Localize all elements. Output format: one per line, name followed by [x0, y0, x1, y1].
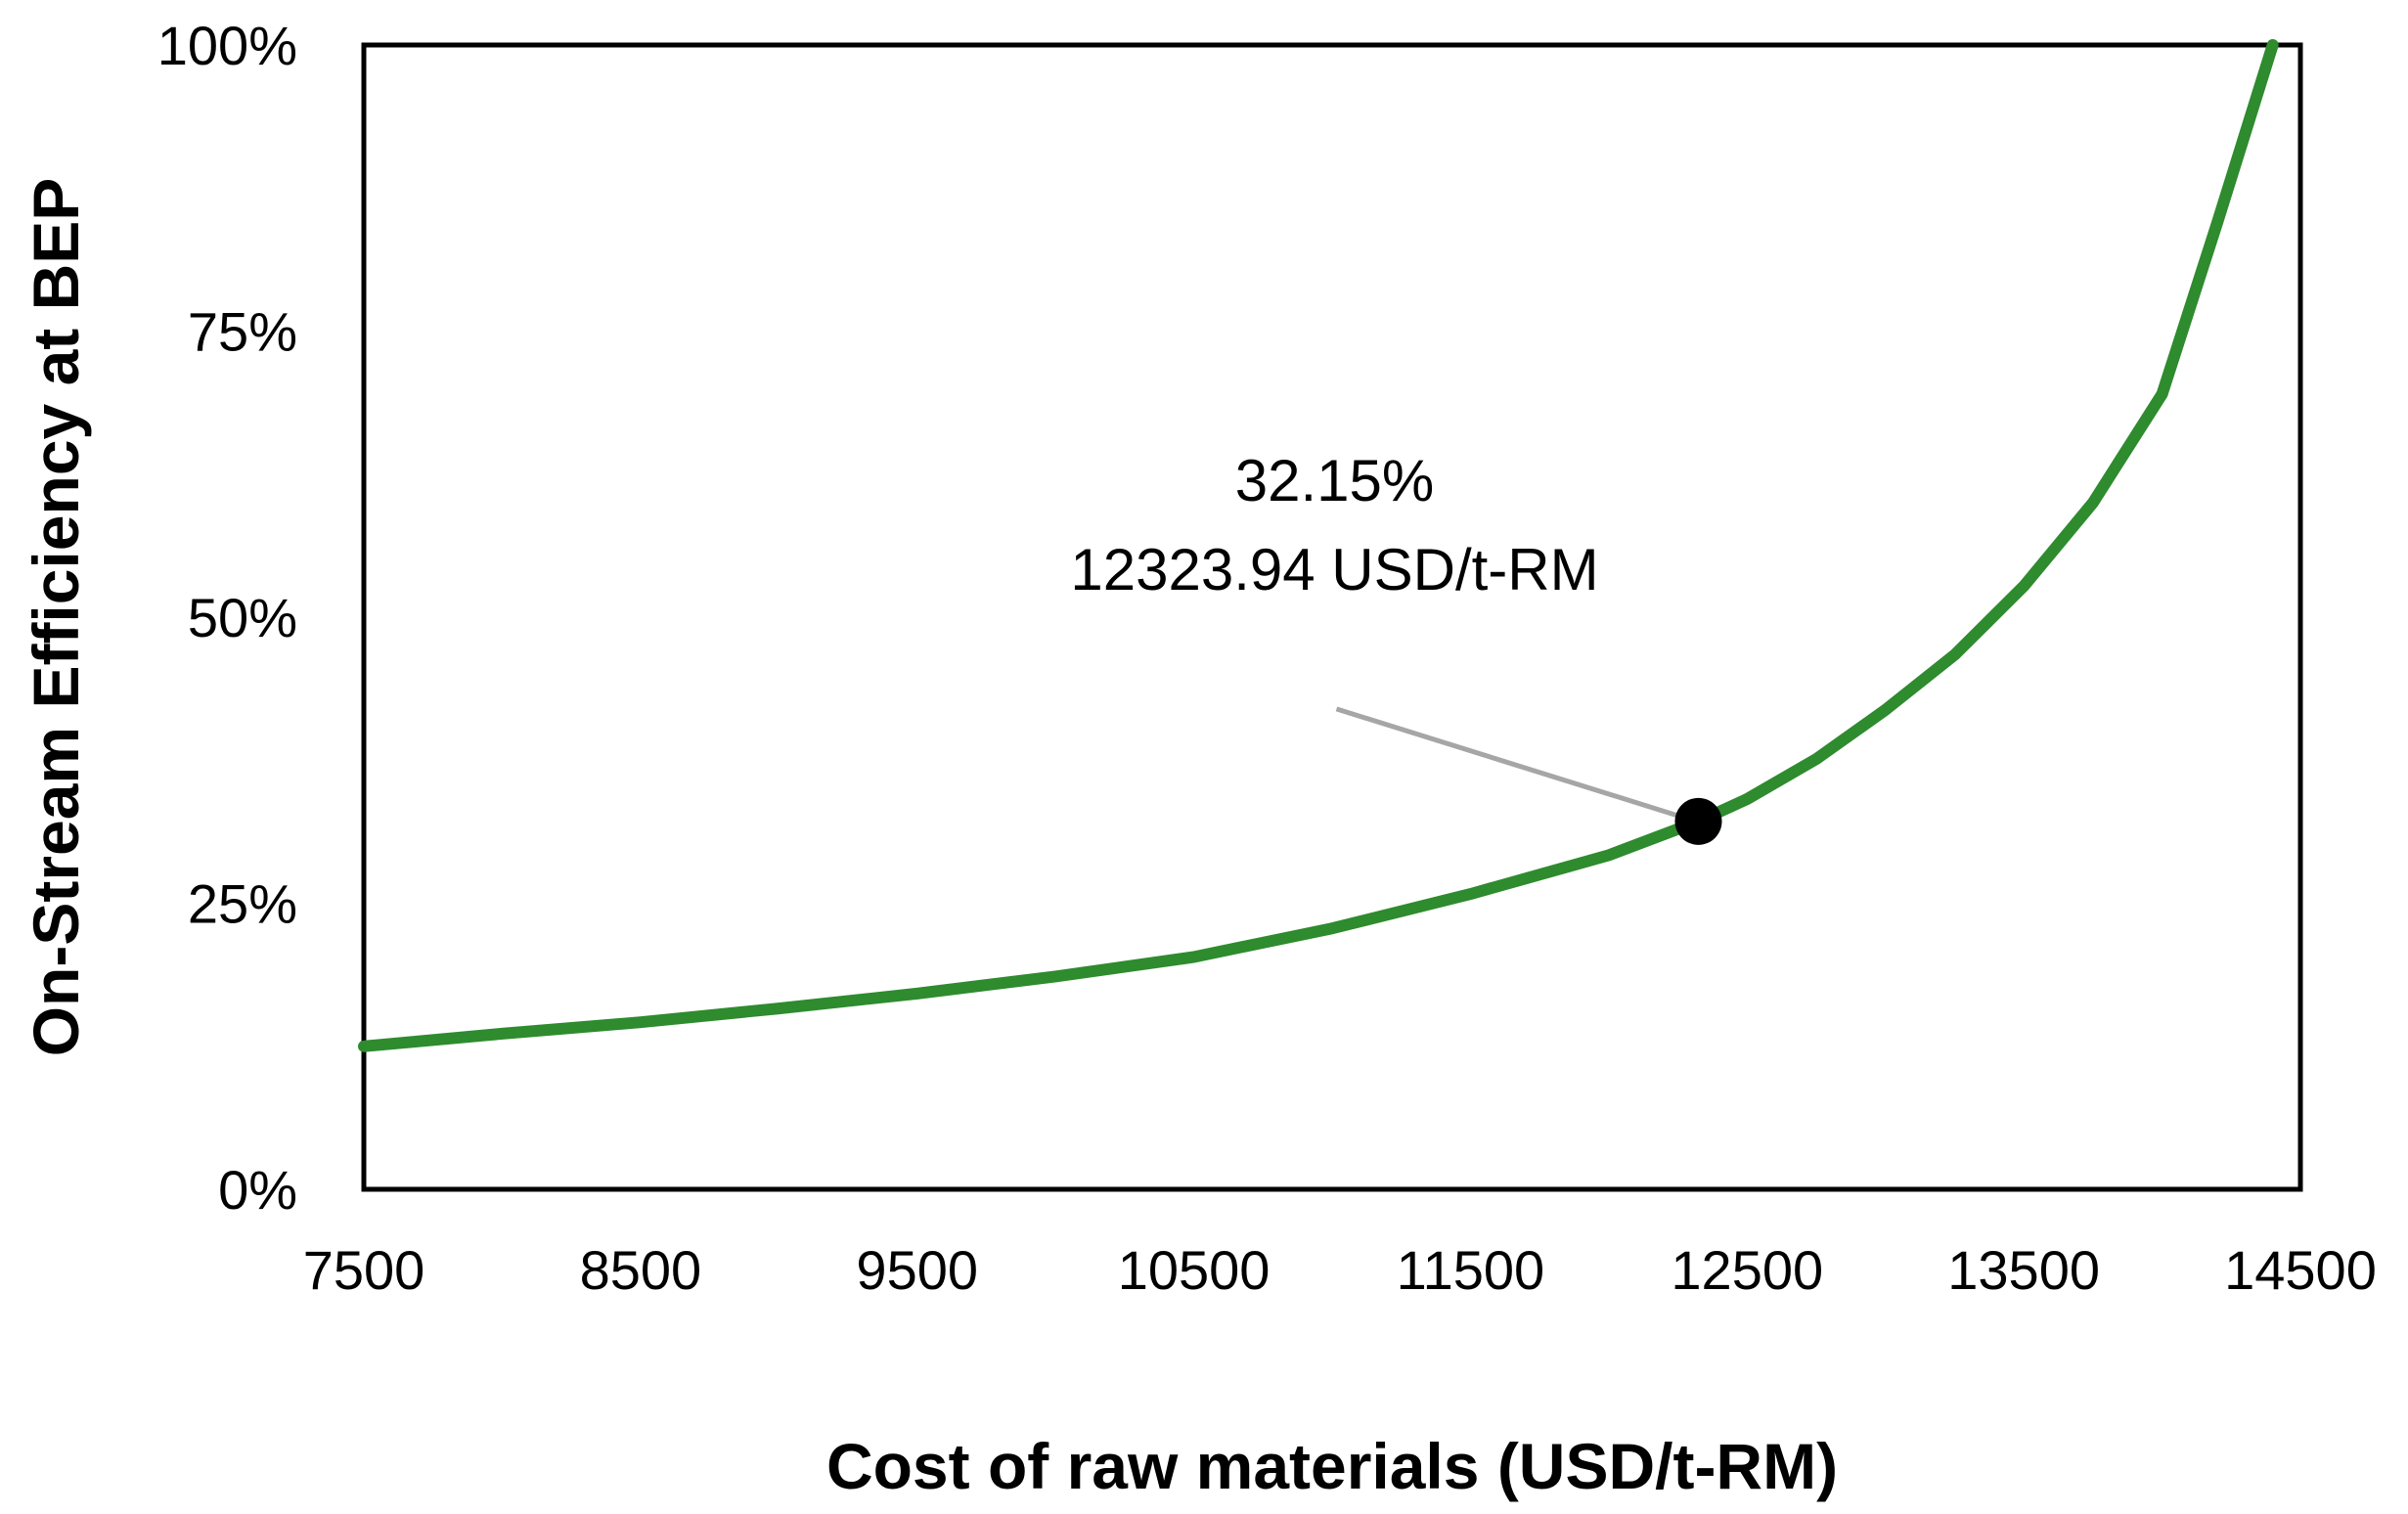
annotation-cost: 12323.94 USD/t-RM — [1070, 537, 1598, 602]
x-tick-label: 14500 — [2224, 1239, 2377, 1301]
series-line — [358, 39, 2279, 1052]
x-axis-ticks: 7500 8500 9500 10500 11500 12500 13500 14500 — [303, 1239, 2377, 1301]
y-tick-label: 100% — [157, 15, 297, 76]
x-tick-label: 7500 — [303, 1239, 425, 1301]
x-tick-label: 9500 — [856, 1239, 978, 1301]
annotation-value: 32.15% — [1235, 448, 1435, 513]
x-axis-title: Cost of raw materials (USD/t-RM) — [826, 1430, 1838, 1502]
x-tick-label: 8500 — [580, 1239, 702, 1301]
x-tick-label: 10500 — [1118, 1239, 1271, 1301]
y-tick-label: 75% — [188, 301, 297, 363]
y-axis-title: On-Stream Efficiency at BEP — [20, 178, 92, 1057]
y-tick-label: 0% — [218, 1159, 297, 1221]
highlight-point — [1674, 797, 1722, 845]
x-tick-label: 12500 — [1671, 1239, 1823, 1301]
y-tick-label: 25% — [188, 873, 297, 935]
x-tick-label: 11500 — [1397, 1239, 1545, 1301]
y-axis-ticks: 0% 25% 50% 75% 100% — [157, 15, 297, 1221]
y-tick-label: 50% — [188, 587, 297, 648]
plot-area — [361, 42, 2303, 1192]
x-tick-label: 13500 — [1947, 1239, 2100, 1301]
annotation-leader-line — [1335, 706, 1685, 821]
